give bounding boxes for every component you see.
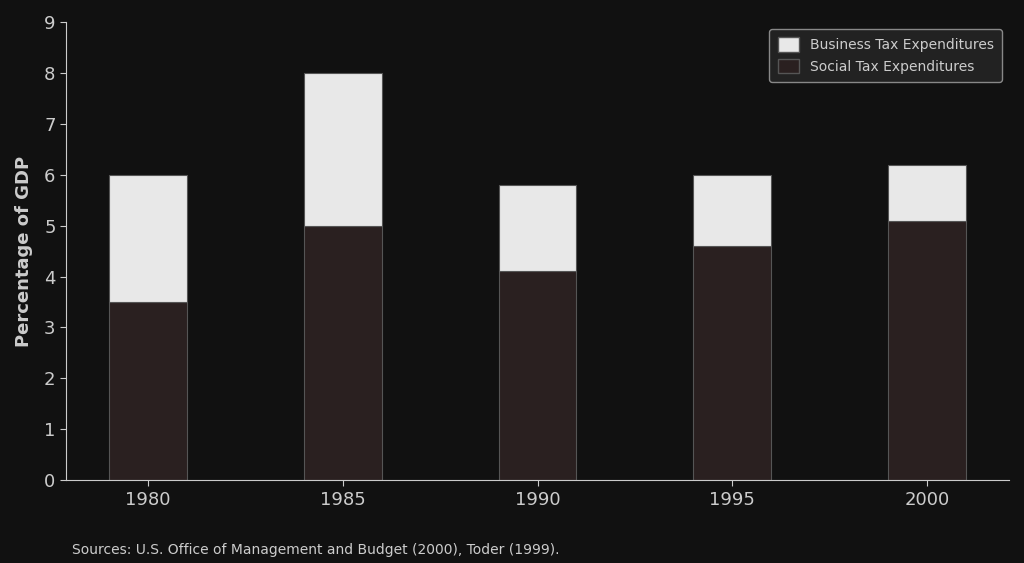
Text: Sources: U.S. Office of Management and Budget (2000), Toder (1999).: Sources: U.S. Office of Management and B… <box>72 543 559 557</box>
Bar <box>109 302 186 480</box>
Bar <box>888 221 966 480</box>
Y-axis label: Percentage of GDP: Percentage of GDP <box>15 155 33 347</box>
Bar <box>888 164 966 221</box>
Bar <box>693 246 771 480</box>
Legend: Business Tax Expenditures, Social Tax Expenditures: Business Tax Expenditures, Social Tax Ex… <box>769 29 1002 82</box>
Bar <box>304 226 382 480</box>
Bar <box>109 175 186 302</box>
Bar <box>499 271 577 480</box>
Bar <box>499 185 577 271</box>
Bar <box>693 175 771 246</box>
Bar <box>304 73 382 226</box>
